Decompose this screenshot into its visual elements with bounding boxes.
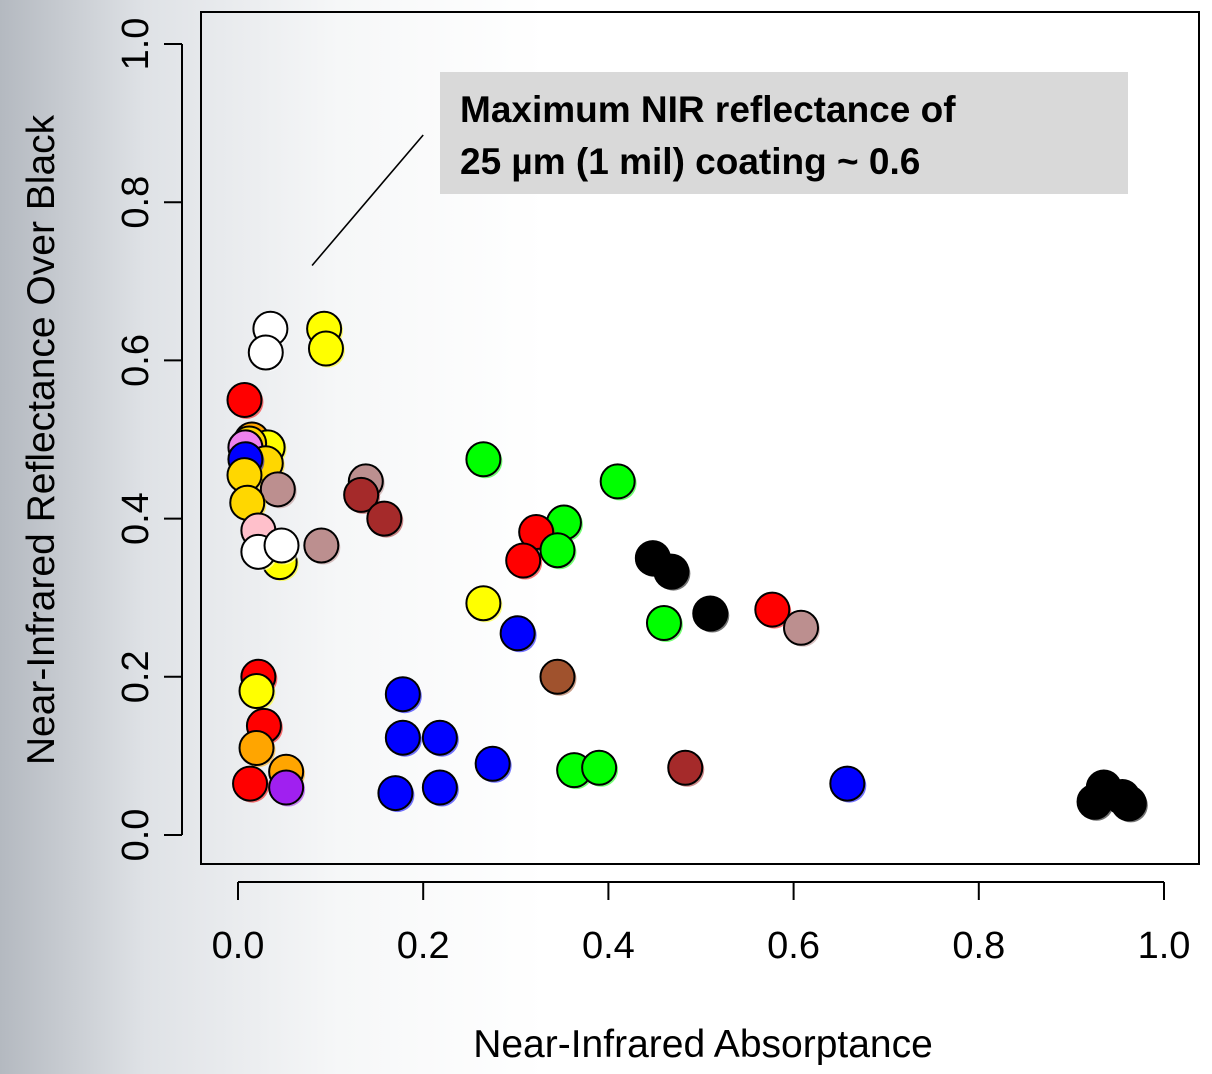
data-point: [259, 471, 296, 508]
annotation-line-2: 25 µm (1 mil) coating ~ 0.6: [460, 141, 920, 182]
y-tick-label: 0.4: [115, 492, 157, 545]
data-point: [377, 775, 414, 812]
data-point: [384, 676, 421, 713]
data-point: [238, 729, 275, 766]
data-point: [539, 658, 576, 695]
y-tick-label: 0.0: [115, 809, 157, 862]
annotation-box: [440, 72, 1128, 194]
data-point: [226, 381, 263, 418]
annotation-pointer-line: [311, 134, 424, 266]
data-point: [783, 609, 820, 646]
data-point: [505, 542, 542, 579]
data-point: [1110, 785, 1147, 822]
x-tick-label: 0.4: [582, 925, 635, 967]
y-tick-label: 0.2: [115, 650, 157, 703]
plot-frame: [200, 11, 1200, 865]
data-point: [692, 595, 729, 632]
data-point: [421, 769, 458, 806]
data-point: [366, 500, 403, 537]
y-axis-title: Near-Infrared Reflectance Over Black: [20, 114, 63, 765]
data-point: [465, 585, 502, 622]
data-point: [465, 441, 502, 478]
x-tick-label: 0.0: [212, 925, 265, 967]
data-point: [645, 605, 682, 642]
x-tick-label: 0.6: [767, 925, 820, 967]
y-tick-label: 1.0: [115, 18, 157, 71]
data-point: [247, 334, 284, 371]
data-point: [667, 749, 704, 786]
x-axis-ticks: 0.0 0.2 0.4 0.6 0.8 1.0: [212, 882, 1191, 967]
x-axis-title: Near-Infrared Absorptance: [473, 1023, 933, 1066]
data-point: [829, 765, 866, 802]
data-points: [226, 310, 1148, 823]
x-tick-label: 0.2: [397, 925, 450, 967]
data-point: [307, 330, 344, 367]
y-axis-ticks: 0.0 0.2 0.4 0.6 0.8 1.0: [115, 18, 182, 862]
data-point: [421, 719, 458, 756]
y-tick-label: 0.6: [115, 334, 157, 387]
data-point: [232, 765, 269, 802]
data-point: [581, 749, 618, 786]
data-point: [263, 527, 300, 564]
data-point: [384, 719, 421, 756]
data-point: [474, 745, 511, 782]
data-point: [539, 532, 576, 569]
x-tick-label: 1.0: [1138, 925, 1191, 967]
annotation-line-1: Maximum NIR reflectance of: [460, 89, 956, 130]
data-point: [238, 673, 275, 710]
data-point: [343, 476, 380, 513]
data-point: [268, 769, 305, 806]
x-tick-label: 0.8: [952, 925, 1005, 967]
y-tick-label: 0.8: [115, 176, 157, 229]
data-point: [303, 527, 340, 564]
data-point: [599, 463, 636, 500]
data-point: [653, 553, 690, 590]
data-point: [499, 615, 536, 652]
data-point: [754, 591, 791, 628]
